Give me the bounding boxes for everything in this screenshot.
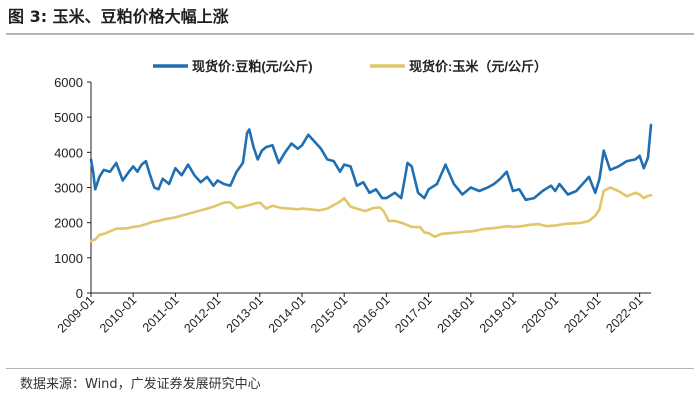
legend-label-soymeal: 现货价:豆粕(元/公斤): [192, 59, 313, 74]
chart-plot-area: [89, 123, 653, 243]
x-tick-label: 2015-01: [308, 293, 350, 335]
chart-legend: 现货价:豆粕(元/公斤) 现货价:玉米（元/公斤）: [153, 59, 547, 74]
y-tick-label: 3000: [54, 181, 83, 196]
x-tick-label: 2013-01: [224, 293, 266, 335]
source-divider: [6, 368, 694, 369]
y-tick-label: 4000: [54, 145, 83, 160]
x-tick-label: 2017-01: [392, 293, 434, 335]
x-tick-label: 2020-01: [519, 293, 561, 335]
y-tick-label: 0: [76, 286, 83, 301]
x-tick-label: 2018-01: [435, 293, 477, 335]
x-tick-label: 2010-01: [97, 293, 139, 335]
y-tick-label: 2000: [54, 216, 83, 231]
title-divider: [6, 33, 694, 35]
x-tick-label: 2016-01: [350, 293, 392, 335]
x-tick-label: 2019-01: [477, 293, 519, 335]
x-tick-label: 2021-01: [561, 293, 603, 335]
x-tick-label: 2022-01: [603, 293, 645, 335]
y-tick-label: 6000: [54, 75, 83, 90]
x-tick-label: 2011-01: [140, 293, 182, 335]
x-tick-label: 2014-01: [266, 293, 308, 335]
y-tick-label: 5000: [54, 110, 83, 125]
data-source-note: 数据来源：Wind，广发证券发展研究中心: [20, 377, 261, 392]
series-line-corn: [89, 186, 653, 243]
x-tick-label: 2012-01: [181, 293, 223, 335]
figure-title: 图 3: 玉米、豆粕价格大幅上涨: [8, 7, 229, 26]
y-tick-label: 1000: [54, 251, 83, 266]
series-line-soymeal: [89, 123, 653, 202]
line-chart: 现货价:豆粕(元/公斤) 现货价:玉米（元/公斤） 0 1000 2000 3000 4…: [54, 59, 653, 336]
legend-label-corn: 现货价:玉米（元/公斤）: [409, 59, 547, 74]
